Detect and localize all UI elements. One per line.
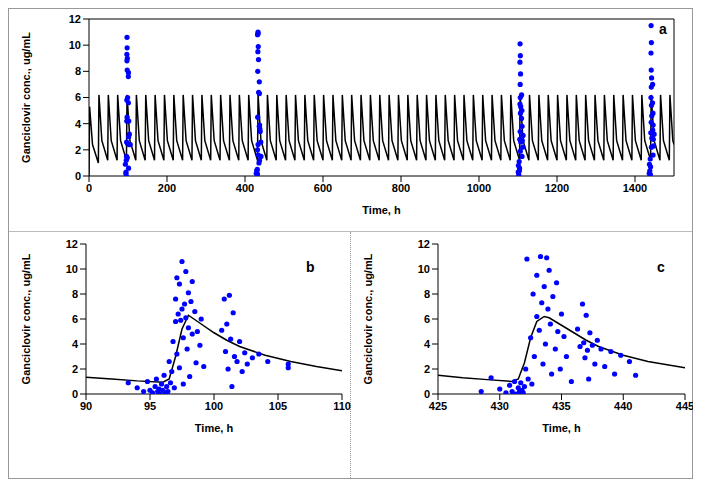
svg-text:0: 0 — [86, 182, 92, 194]
svg-text:Time, h: Time, h — [195, 422, 234, 434]
svg-text:6: 6 — [424, 313, 430, 325]
svg-text:1400: 1400 — [623, 182, 647, 194]
svg-text:4: 4 — [424, 338, 431, 350]
html-text:c: c — [657, 259, 665, 275]
svg-text:4: 4 — [75, 118, 82, 130]
svg-text:0: 0 — [72, 388, 78, 400]
svg-text:12: 12 — [69, 13, 81, 25]
html-text:a: a — [659, 21, 667, 37]
svg-text:12: 12 — [418, 238, 430, 250]
svg-text:435: 435 — [552, 400, 570, 412]
svg-text:430: 430 — [491, 400, 509, 412]
svg-text:110: 110 — [333, 400, 351, 412]
svg-text:8: 8 — [75, 65, 81, 77]
svg-text:105: 105 — [269, 400, 287, 412]
svg-text:8: 8 — [72, 288, 78, 300]
svg-text:2: 2 — [72, 363, 78, 375]
svg-text:440: 440 — [614, 400, 632, 412]
svg-text:2: 2 — [75, 144, 81, 156]
svg-text:6: 6 — [75, 91, 81, 103]
svg-text:600: 600 — [314, 182, 332, 194]
svg-text:Time, h: Time, h — [362, 204, 401, 216]
svg-text:425: 425 — [429, 400, 447, 412]
svg-text:Ganciclovir conc., ug/mL: Ganciclovir conc., ug/mL — [20, 32, 32, 163]
svg-text:2: 2 — [424, 363, 430, 375]
svg-text:200: 200 — [158, 182, 176, 194]
svg-text:445: 445 — [676, 400, 693, 412]
svg-text:Ganciclovir conc., ug/mL: Ganciclovir conc., ug/mL — [362, 253, 374, 384]
svg-text:0: 0 — [424, 388, 430, 400]
svg-text:Ganciclovir conc., ug/mL: Ganciclovir conc., ug/mL — [20, 253, 32, 384]
svg-text:95: 95 — [144, 400, 156, 412]
svg-text:10: 10 — [66, 263, 78, 275]
svg-text:100: 100 — [205, 400, 223, 412]
html-text:b: b — [306, 259, 315, 275]
svg-text:800: 800 — [392, 182, 410, 194]
svg-text:90: 90 — [80, 400, 92, 412]
svg-text:400: 400 — [236, 182, 254, 194]
svg-text:Time, h: Time, h — [542, 422, 581, 434]
svg-text:10: 10 — [69, 39, 81, 51]
svg-text:12: 12 — [66, 238, 78, 250]
svg-text:4: 4 — [72, 338, 79, 350]
svg-text:8: 8 — [424, 288, 430, 300]
svg-text:1000: 1000 — [467, 182, 491, 194]
svg-text:0: 0 — [75, 170, 81, 182]
svg-text:10: 10 — [418, 263, 430, 275]
svg-text:1200: 1200 — [545, 182, 569, 194]
svg-text:6: 6 — [72, 313, 78, 325]
